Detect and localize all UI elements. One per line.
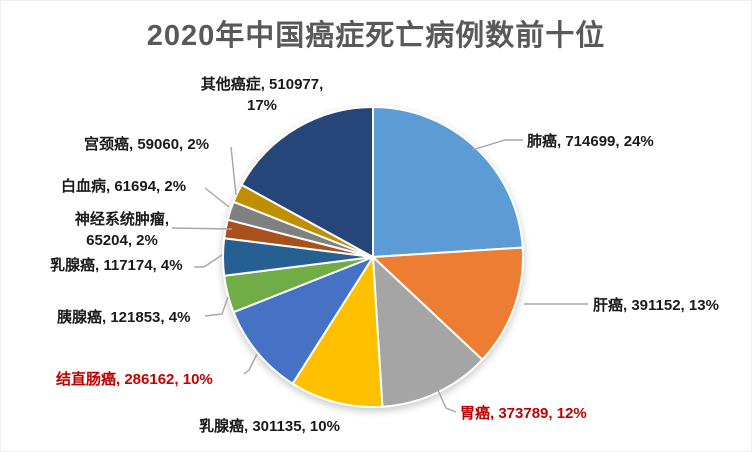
pie-label-0-肺癌: 肺癌, 714699, 24%: [527, 133, 654, 150]
leader-line-白血病: [204, 187, 230, 208]
pie-slice-10-其他癌症: [240, 106, 374, 258]
leader-line-神经系统肿瘤: [171, 227, 233, 230]
pie-label-10-其他癌症: 其他癌症, 510977, 17%: [200, 76, 324, 114]
pie-label-9-宫颈癌: 宫颈癌, 59060, 2%: [84, 136, 210, 153]
leader-line-乳腺癌: [194, 254, 223, 268]
leader-line-胰腺癌: [204, 296, 229, 317]
pie-slice-0-肺癌: [372, 106, 524, 258]
leader-line-胃癌: [436, 387, 457, 413]
leader-line-宫颈癌: [230, 146, 237, 196]
pie-slice-4-结直肠癌: [232, 256, 374, 385]
pie-label-7-神经系统肿瘤: 神经系统肿瘤, 65204, 2%: [74, 211, 170, 249]
leader-line-结直肠癌: [243, 353, 258, 375]
pie-slice-1-肝癌: [372, 246, 524, 361]
pie-label-5-胰腺癌: 胰腺癌, 121853, 4%: [57, 309, 191, 326]
pie-label-3-乳腺癌: 乳腺癌, 301135, 10%: [199, 418, 340, 435]
pie-slice-3-乳腺癌: [291, 256, 384, 408]
pie-label-2-胃癌: 胃癌, 373789, 12%: [460, 405, 587, 422]
pie-label-6-乳腺癌: 乳腺癌, 117174, 4%: [50, 257, 183, 274]
pie-label-4-结直肠癌: 结直肠癌, 286162, 10%: [56, 371, 213, 388]
pie-slice-2-胃癌: [372, 256, 484, 408]
pie-label-1-肝癌: 肝癌, 391152, 13%: [593, 297, 719, 314]
pie-label-8-白血病: 白血病, 61694, 2%: [61, 178, 187, 195]
chart-title: 2020年中国癌症死亡病例数前十位: [146, 20, 606, 52]
leader-line-肺癌: [471, 139, 523, 151]
